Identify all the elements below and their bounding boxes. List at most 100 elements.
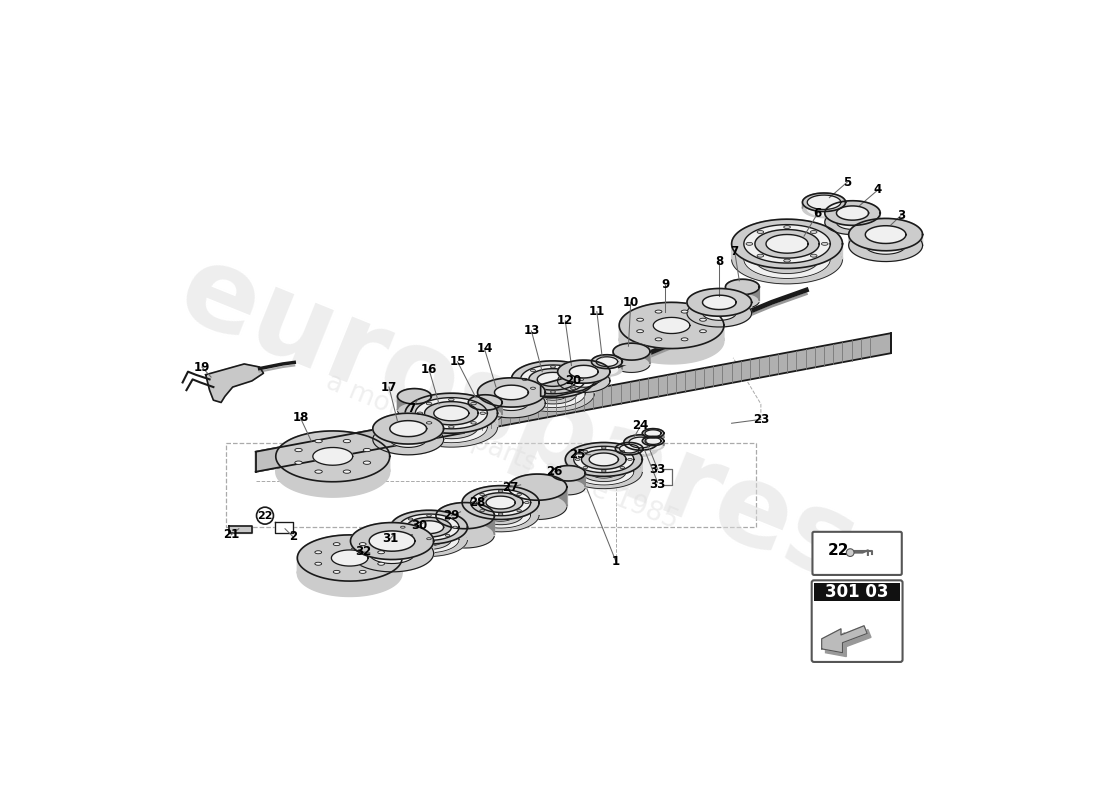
Polygon shape	[512, 361, 594, 394]
Ellipse shape	[579, 378, 584, 381]
Polygon shape	[351, 535, 433, 572]
Polygon shape	[642, 434, 664, 442]
Polygon shape	[558, 360, 609, 381]
Polygon shape	[297, 550, 403, 597]
Ellipse shape	[637, 318, 644, 322]
Polygon shape	[255, 413, 464, 472]
Text: 28: 28	[470, 496, 486, 509]
Polygon shape	[803, 193, 846, 209]
Polygon shape	[297, 535, 403, 574]
Text: 22: 22	[257, 510, 273, 521]
Polygon shape	[807, 195, 840, 210]
Polygon shape	[653, 318, 690, 334]
Ellipse shape	[446, 518, 450, 520]
Ellipse shape	[360, 570, 366, 574]
Polygon shape	[508, 474, 566, 500]
Ellipse shape	[449, 398, 454, 401]
Polygon shape	[732, 219, 843, 259]
Ellipse shape	[333, 542, 340, 546]
Text: 10: 10	[623, 296, 639, 309]
Ellipse shape	[571, 387, 575, 390]
Text: 33: 33	[650, 463, 666, 476]
Text: 15: 15	[449, 355, 465, 368]
Ellipse shape	[315, 439, 322, 442]
Text: 8: 8	[715, 255, 724, 268]
Polygon shape	[425, 415, 478, 438]
Polygon shape	[407, 530, 451, 550]
Polygon shape	[766, 250, 808, 269]
Polygon shape	[688, 289, 751, 316]
Circle shape	[846, 549, 854, 557]
Polygon shape	[529, 369, 578, 390]
Ellipse shape	[453, 526, 458, 528]
Text: 29: 29	[443, 509, 460, 522]
Ellipse shape	[471, 402, 476, 405]
Polygon shape	[613, 343, 650, 360]
Polygon shape	[836, 215, 869, 230]
Polygon shape	[436, 516, 495, 535]
Polygon shape	[629, 437, 652, 448]
Ellipse shape	[480, 412, 485, 414]
Polygon shape	[462, 486, 539, 515]
Text: 33: 33	[650, 478, 666, 491]
Ellipse shape	[517, 510, 521, 512]
Text: 25: 25	[570, 447, 586, 461]
Ellipse shape	[315, 470, 322, 474]
Ellipse shape	[295, 448, 302, 452]
Polygon shape	[836, 206, 869, 220]
Polygon shape	[558, 360, 609, 383]
Polygon shape	[405, 394, 497, 427]
Polygon shape	[642, 436, 664, 446]
Polygon shape	[551, 474, 585, 487]
Polygon shape	[574, 446, 634, 473]
Polygon shape	[477, 389, 546, 418]
Ellipse shape	[700, 330, 706, 333]
Polygon shape	[613, 343, 650, 364]
Polygon shape	[766, 234, 808, 254]
Ellipse shape	[656, 310, 662, 313]
Polygon shape	[582, 462, 626, 482]
Text: 23: 23	[752, 413, 769, 426]
Ellipse shape	[480, 510, 484, 512]
Polygon shape	[390, 510, 468, 539]
Polygon shape	[469, 394, 502, 410]
Polygon shape	[615, 442, 644, 455]
Polygon shape	[541, 374, 601, 396]
Ellipse shape	[583, 466, 587, 469]
Polygon shape	[486, 509, 515, 522]
Polygon shape	[508, 474, 566, 506]
Polygon shape	[275, 522, 293, 534]
Ellipse shape	[377, 550, 385, 554]
Polygon shape	[574, 458, 634, 485]
Polygon shape	[570, 374, 598, 387]
Text: 12: 12	[558, 314, 573, 327]
Polygon shape	[732, 219, 843, 269]
Polygon shape	[433, 419, 469, 434]
Polygon shape	[433, 406, 469, 421]
Text: 18: 18	[293, 411, 309, 424]
Ellipse shape	[408, 518, 412, 520]
Polygon shape	[477, 378, 546, 403]
Polygon shape	[276, 431, 389, 472]
Text: 27: 27	[502, 481, 518, 494]
Polygon shape	[803, 193, 846, 211]
Polygon shape	[615, 449, 644, 461]
Polygon shape	[436, 502, 495, 529]
Ellipse shape	[363, 461, 371, 464]
Polygon shape	[399, 514, 459, 541]
Polygon shape	[686, 289, 751, 313]
Polygon shape	[613, 355, 650, 373]
Polygon shape	[642, 436, 664, 446]
Polygon shape	[415, 521, 443, 534]
Polygon shape	[582, 450, 626, 470]
Text: 13: 13	[524, 324, 539, 338]
Polygon shape	[537, 372, 569, 386]
Text: a motor for parts since 1985: a motor for parts since 1985	[322, 369, 682, 534]
Ellipse shape	[517, 494, 521, 495]
Polygon shape	[462, 498, 539, 532]
Polygon shape	[469, 407, 502, 422]
Polygon shape	[642, 429, 664, 438]
Polygon shape	[551, 466, 585, 487]
Polygon shape	[592, 354, 623, 369]
Ellipse shape	[427, 402, 432, 405]
